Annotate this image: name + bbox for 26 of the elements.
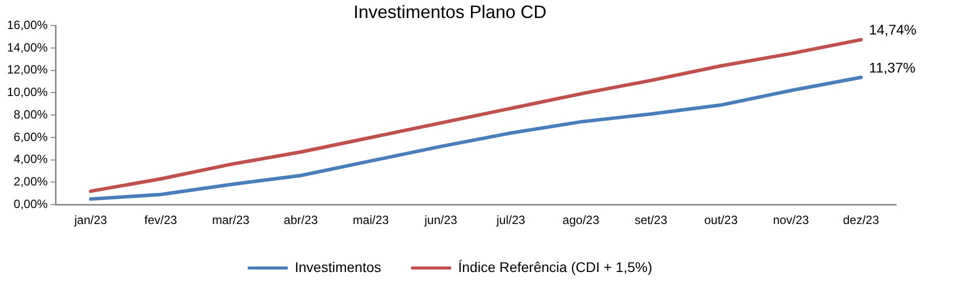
x-tick-label: ago/23 — [562, 213, 600, 228]
x-tick-label: set/23 — [634, 213, 668, 228]
y-tick-label: 0,00% — [14, 196, 48, 211]
y-tick-label: 6,00% — [14, 130, 48, 144]
legend-label: Índice Referência (CDI + 1,5%) — [458, 258, 652, 275]
y-tick-label: 2,00% — [14, 174, 48, 189]
y-tick-label: 12,00% — [6, 62, 48, 77]
x-tick-label: jun/23 — [423, 213, 458, 228]
x-tick-label: nov/23 — [772, 213, 810, 228]
y-tick-label: 16,00% — [6, 18, 48, 32]
x-tick-label: fev/23 — [144, 213, 178, 228]
y-tick-label: 10,00% — [6, 85, 48, 100]
y-tick-label: 14,00% — [6, 40, 48, 54]
y-tick-label: 8,00% — [14, 107, 48, 122]
x-tick-label: jul/23 — [496, 213, 526, 228]
x-tick-label: abr/23 — [284, 213, 318, 228]
legend-label: Investimentos — [294, 258, 382, 275]
x-tick-label: out/23 — [704, 213, 738, 228]
data-label: 11,37% — [868, 59, 916, 76]
x-tick-label: mar/23 — [212, 213, 250, 228]
x-tick-label: mai/23 — [352, 213, 390, 228]
x-tick-label: jan/23 — [73, 213, 108, 228]
x-tick-label: dez/23 — [842, 213, 880, 228]
y-tick-label: 4,00% — [14, 152, 48, 166]
chart-title: Investimentos Plano CD — [353, 2, 547, 22]
data-label: 14,74% — [868, 22, 916, 38]
